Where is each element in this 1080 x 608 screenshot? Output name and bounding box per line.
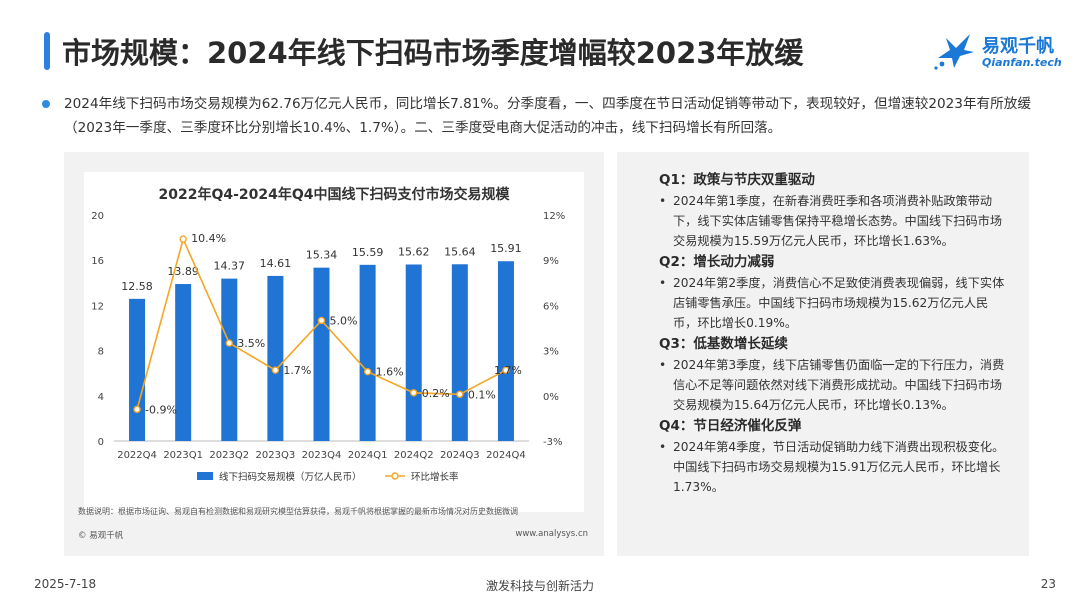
market-size-chart: 2022年Q4-2024年Q4中国线下扫码支付市场交易规模 0 4 8 12 16 20 -3…: [91, 186, 565, 483]
q2-title: Q2：增长动力减弱: [659, 254, 775, 270]
line-value-label: 0.2%: [422, 387, 450, 400]
bar-value-label: 15.59: [352, 246, 384, 259]
legend-line-marker: [391, 472, 399, 480]
line-point: [502, 366, 510, 374]
bar-value-label: 14.37: [214, 260, 246, 273]
legend-bar-label: 线下扫码交易规模（万亿人民币）: [219, 471, 362, 483]
analysis-panel: Q1：政策与节庆双重驱动 2024年第1季度，在新春消费旺季和各项消费补贴政策带…: [617, 152, 1029, 556]
line-value-label: -0.9%: [145, 403, 177, 416]
y-tick-label: 0: [98, 437, 104, 448]
q1-title: Q1：政策与节庆双重驱动: [659, 172, 815, 188]
page-number: 23: [1040, 577, 1056, 591]
chart-data-note: 数据说明：根据市场征询、易观自有检测数据和易观研究模型估算获得，易观千帆将根据掌…: [78, 507, 518, 516]
bar: [359, 264, 376, 441]
line-point: [317, 316, 326, 325]
page-title: 市场规模：2024年线下扫码市场季度增幅较2023年放缓: [62, 36, 804, 70]
line-point: [225, 339, 233, 347]
line-point: [179, 235, 187, 243]
legend-line-label: 环比增长率: [411, 471, 459, 483]
x-tick-label: 2024Q3: [440, 450, 480, 461]
bar: [313, 267, 330, 441]
bar: [129, 298, 146, 441]
line-value-label: 1.7%: [494, 364, 522, 377]
bar-value-label: 14.61: [260, 257, 292, 270]
y-tick-label: 20: [91, 211, 104, 222]
q2-text: 2024年第2季度，消费信心不足致使消费表现偏弱，线下实体店铺零售承压。中国线下…: [659, 273, 1011, 333]
y-tick-label: 16: [91, 256, 104, 267]
title-accent-bar: [44, 32, 50, 70]
bird-logo-icon: [934, 34, 974, 70]
brand-name: 易观千帆: [982, 36, 1054, 57]
line-value-label: 5.0%: [330, 314, 358, 327]
line-point: [271, 366, 280, 374]
chart-source: © 易观千帆: [78, 531, 124, 541]
bar: [221, 278, 238, 441]
q4-title: Q4：节日经济催化反弹: [659, 418, 802, 434]
y2-tick-label: 9%: [543, 256, 559, 267]
footer-date: 2025-7-18: [34, 577, 97, 591]
q4-text: 2024年第4季度，节日活动促销助力线下消费出现积极变化。中国线下扫码市场交易规…: [659, 437, 1011, 497]
bar: [175, 284, 192, 441]
y2-tick-label: 12%: [543, 211, 565, 222]
footer-slogan: 激发科技与创新活力: [485, 579, 594, 593]
line-value-label: 1.7%: [283, 364, 311, 377]
chart-panel: 2022年Q4-2024年Q4中国线下扫码支付市场交易规模 0 4 8 12 16 20 -3…: [64, 152, 604, 556]
bar: [497, 261, 514, 441]
intro-paragraph: 2024年线下扫码市场交易规模为62.76万亿元人民币，同比增长7.81%。分季…: [42, 92, 1052, 140]
bar-value-label: 15.91: [490, 242, 522, 255]
y2-tick-label: 6%: [543, 301, 559, 312]
x-tick-label: 2023Q1: [163, 450, 203, 461]
y-tick-label: 12: [91, 301, 104, 312]
bar-value-label: 15.62: [398, 245, 430, 258]
q1-text: 2024年第1季度，在新春消费旺季和各项消费补贴政策带动下，线下实体店铺零售保持…: [659, 191, 1011, 251]
line-value-label: 0.1%: [468, 388, 496, 401]
line-point: [363, 367, 372, 376]
bar: [451, 264, 468, 441]
chart-title: 2022年Q4-2024年Q4中国线下扫码支付市场交易规模: [158, 186, 510, 203]
line-point: [410, 389, 418, 397]
bar: [267, 275, 284, 441]
bullet-dot-icon: [42, 100, 50, 108]
line-value-label: 3.5%: [237, 337, 265, 350]
chart-url: www.analysys.cn: [515, 529, 588, 539]
y2-tick-label: 3%: [543, 347, 559, 358]
legend-bar-swatch: [197, 472, 213, 480]
line-value-label: 10.4%: [191, 232, 226, 245]
x-tick-label: 2023Q3: [256, 450, 296, 461]
x-tick-label: 2024Q2: [394, 450, 434, 461]
y-tick-label: 8: [98, 347, 104, 358]
y2-tick-label: 0%: [543, 392, 559, 403]
bar-value-label: 15.34: [306, 249, 338, 262]
x-tick-label: 2023Q2: [209, 450, 249, 461]
x-tick-label: 2024Q4: [486, 450, 526, 461]
line-value-label: 1.6%: [376, 366, 404, 379]
bar-value-label: 12.58: [121, 280, 153, 293]
line-point: [456, 390, 464, 398]
y-tick-label: 4: [98, 392, 104, 403]
brand-domain: Qianfan.tech: [982, 56, 1062, 69]
y2-tick-label: -3%: [543, 437, 562, 448]
q3-title: Q3：低基数增长延续: [659, 336, 788, 352]
bar-value-label: 13.89: [167, 265, 199, 278]
intro-text: 2024年线下扫码市场交易规模为62.76万亿元人民币，同比增长7.81%。分季…: [64, 96, 1031, 136]
line-point: [133, 405, 141, 414]
bar: [405, 264, 422, 441]
x-tick-label: 2022Q4: [117, 450, 157, 461]
bar-value-label: 15.64: [444, 245, 476, 258]
x-tick-label: 2024Q1: [348, 450, 388, 461]
q3-text: 2024年第3季度，线下店铺零售仍面临一定的下行压力，消费信心不足等问题依然对线…: [659, 355, 1011, 415]
x-tick-label: 2023Q4: [302, 450, 342, 461]
brand-logo: 易观千帆 Qianfan.tech: [932, 28, 1062, 74]
